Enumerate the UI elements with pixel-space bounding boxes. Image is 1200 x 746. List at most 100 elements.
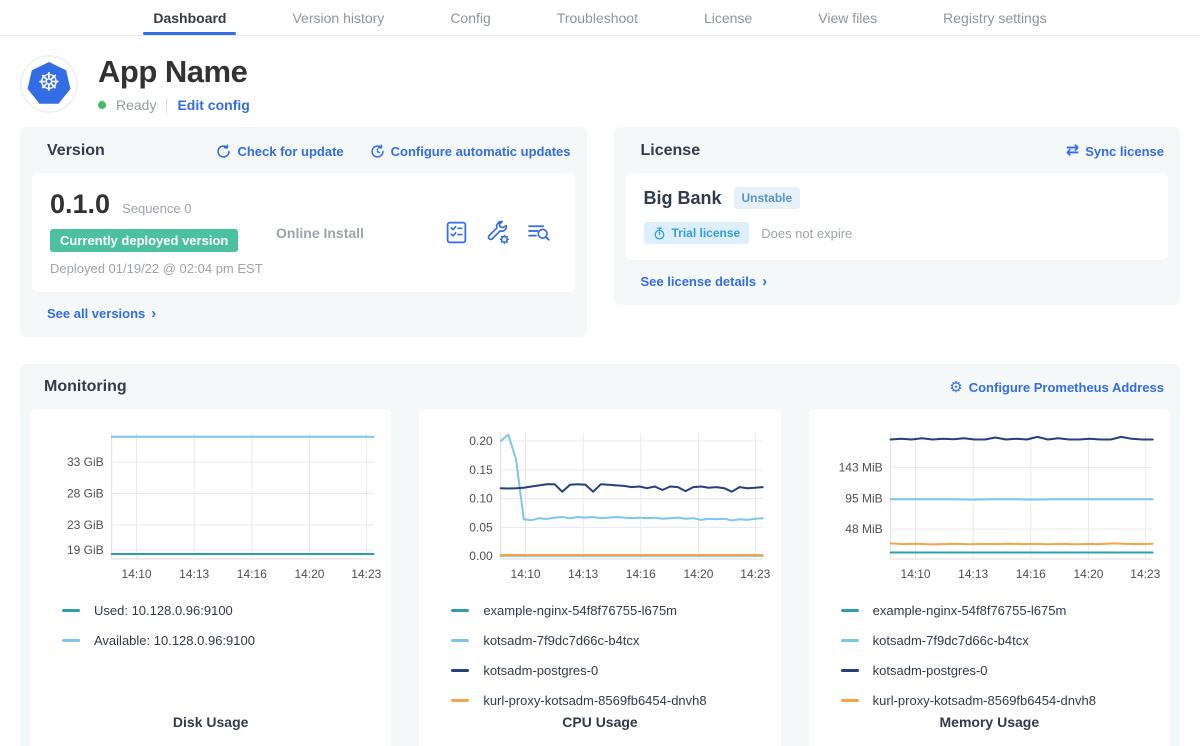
- svg-text:14:23: 14:23: [741, 567, 771, 581]
- disk-usage-card: 14:1014:1314:1614:2014:2319 GiB23 GiB28 …: [30, 409, 391, 746]
- legend-item: kurl-proxy-kotsadm-8569fb6454-dnvh8: [451, 693, 770, 708]
- legend-label: kurl-proxy-kotsadm-8569fb6454-dnvh8: [483, 693, 706, 708]
- legend-item: kotsadm-7f9dc7d66c-b4tcx: [841, 633, 1160, 648]
- legend-item: example-nginx-54f8f76755-l675m: [841, 603, 1160, 618]
- legend-swatch: [62, 609, 80, 612]
- svg-text:14:10: 14:10: [511, 567, 541, 581]
- status-dot: [98, 101, 106, 109]
- install-type-label: Online Install: [276, 225, 443, 241]
- cpu-usage-card: 14:1014:1314:1614:2014:230.000.050.100.1…: [419, 409, 780, 746]
- legend-item: kotsadm-postgres-0: [451, 663, 770, 678]
- legend-item: kotsadm-postgres-0: [841, 663, 1160, 678]
- svg-text:14:13: 14:13: [569, 567, 599, 581]
- legend-item: example-nginx-54f8f76755-l675m: [451, 603, 770, 618]
- legend-label: Available: 10.128.0.96:9100: [94, 633, 255, 648]
- wrench-gear-icon: [485, 220, 510, 245]
- legend-swatch: [451, 609, 469, 612]
- svg-text:14:16: 14:16: [626, 567, 656, 581]
- nav-tab-troubleshoot[interactable]: Troubleshoot: [551, 0, 644, 35]
- cpu-usage-chart: 14:1014:1314:1614:2014:230.000.050.100.1…: [429, 421, 770, 589]
- disk-usage-chart: 14:1014:1314:1614:2014:2319 GiB23 GiB28 …: [40, 421, 381, 589]
- svg-text:95 MiB: 95 MiB: [845, 492, 882, 506]
- sequence-label: Sequence 0: [122, 201, 191, 216]
- legend-label: example-nginx-54f8f76755-l675m: [483, 603, 677, 618]
- sync-icon: ⇄: [1066, 143, 1079, 159]
- top-nav: Dashboard Version history Config Troublesho…: [0, 0, 1200, 36]
- legend-swatch: [841, 669, 859, 672]
- legend-item: kotsadm-7f9dc7d66c-b4tcx: [451, 633, 770, 648]
- nav-tab-dashboard[interactable]: Dashboard: [147, 0, 232, 35]
- monitoring-panel: Monitoring ⚙ Configure Prometheus Addres…: [20, 364, 1180, 746]
- chevron-right-icon: ›: [151, 306, 156, 321]
- check-for-update-link[interactable]: Check for update: [216, 144, 343, 159]
- svg-text:0.15: 0.15: [470, 463, 494, 477]
- view-diff-button[interactable]: [526, 220, 551, 245]
- legend-swatch: [451, 669, 469, 672]
- nav-tab-version-history[interactable]: Version history: [286, 0, 390, 35]
- svg-text:14:10: 14:10: [122, 567, 152, 581]
- license-details-card: Big Bank Unstable Trial license Does not…: [626, 173, 1169, 260]
- legend-item: Used: 10.128.0.96:9100: [62, 603, 381, 618]
- status-text: Ready: [116, 97, 156, 113]
- configure-prometheus-link[interactable]: ⚙ Configure Prometheus Address: [949, 380, 1164, 395]
- legend-label: example-nginx-54f8f76755-l675m: [873, 603, 1067, 618]
- nav-tab-license[interactable]: License: [698, 0, 758, 35]
- version-panel-title: Version: [47, 142, 105, 160]
- see-license-details-link[interactable]: See license details ›: [626, 274, 1169, 289]
- refresh-icon: [216, 144, 231, 159]
- nav-tab-view-files[interactable]: View files: [812, 0, 883, 35]
- svg-text:23 GiB: 23 GiB: [67, 518, 104, 532]
- auto-update-clock-icon: [370, 144, 385, 159]
- page-title: App Name: [98, 54, 250, 90]
- legend-swatch: [451, 639, 469, 642]
- version-number: 0.1.0: [50, 189, 110, 220]
- chart-title: Memory Usage: [819, 714, 1160, 736]
- app-header: ☸ App Name Ready Edit config: [0, 36, 1200, 127]
- svg-text:0.20: 0.20: [470, 434, 494, 448]
- divider: [166, 98, 167, 113]
- legend-swatch: [62, 639, 80, 642]
- svg-text:33 GiB: 33 GiB: [67, 455, 104, 469]
- legend-swatch: [451, 699, 469, 702]
- chart-title: CPU Usage: [429, 714, 770, 736]
- monitoring-title: Monitoring: [44, 378, 127, 396]
- svg-text:0.00: 0.00: [470, 549, 494, 563]
- kubernetes-wheel-icon: ☸: [38, 70, 60, 95]
- license-panel-title: License: [641, 142, 701, 160]
- svg-text:14:13: 14:13: [179, 567, 209, 581]
- configure-automatic-updates-link[interactable]: Configure automatic updates: [370, 144, 571, 159]
- channel-badge: Unstable: [734, 187, 801, 209]
- svg-text:14:20: 14:20: [684, 567, 714, 581]
- see-all-versions-link[interactable]: See all versions ›: [32, 306, 575, 321]
- svg-text:0.10: 0.10: [470, 492, 494, 506]
- sync-license-link[interactable]: ⇄ Sync license: [1066, 143, 1164, 159]
- legend-label: Used: 10.128.0.96:9100: [94, 603, 233, 618]
- legend-swatch: [841, 639, 859, 642]
- chart-legend: example-nginx-54f8f76755-l675m kotsadm-7…: [819, 603, 1160, 708]
- svg-text:14:16: 14:16: [1015, 567, 1045, 581]
- deployed-status-badge: Currently deployed version: [50, 229, 238, 252]
- checklist-icon: [444, 220, 469, 245]
- legend-item: Available: 10.128.0.96:9100: [62, 633, 381, 648]
- svg-text:14:20: 14:20: [294, 567, 324, 581]
- chart-title: Disk Usage: [40, 714, 381, 736]
- edit-config-link[interactable]: Edit config: [177, 97, 249, 113]
- chevron-right-icon: ›: [762, 274, 767, 289]
- svg-text:48 MiB: 48 MiB: [845, 522, 882, 536]
- troubleshoot-button[interactable]: [485, 220, 510, 245]
- gear-icon: ⚙: [949, 380, 962, 395]
- svg-text:14:16: 14:16: [237, 567, 267, 581]
- preflight-checks-button[interactable]: [444, 220, 469, 245]
- license-type-badge: Trial license: [644, 222, 750, 244]
- chart-legend: example-nginx-54f8f76755-l675m kotsadm-7…: [429, 603, 770, 708]
- nav-tab-config[interactable]: Config: [444, 0, 496, 35]
- nav-tab-registry-settings[interactable]: Registry settings: [937, 0, 1052, 35]
- deployed-timestamp: Deployed 01/19/22 @ 02:04 pm EST: [50, 261, 276, 276]
- legend-label: kotsadm-postgres-0: [873, 663, 988, 678]
- svg-text:14:20: 14:20: [1073, 567, 1103, 581]
- customer-name: Big Bank: [644, 188, 722, 209]
- legend-swatch: [841, 609, 859, 612]
- file-search-icon: [526, 220, 551, 245]
- current-version-card: 0.1.0 Sequence 0 Currently deployed vers…: [32, 173, 575, 292]
- svg-text:28 GiB: 28 GiB: [67, 486, 104, 500]
